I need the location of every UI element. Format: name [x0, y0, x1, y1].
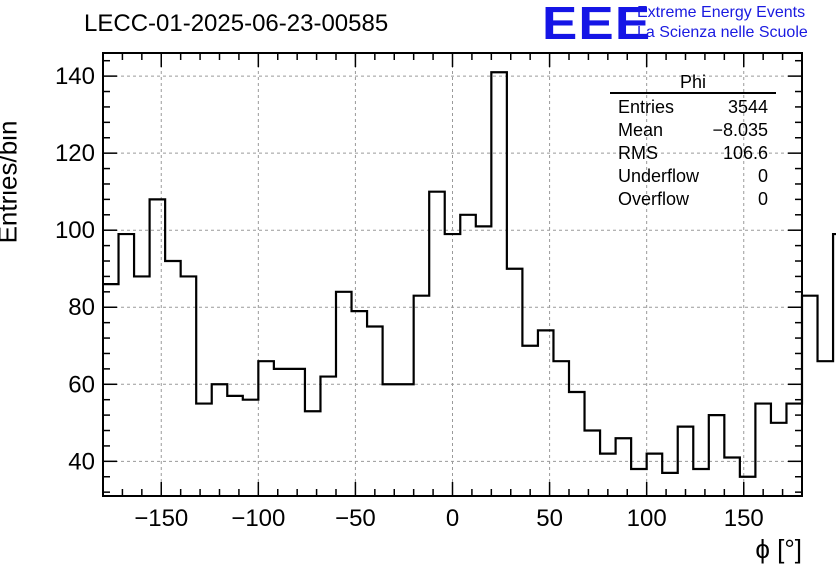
stats-label: Mean: [618, 120, 664, 140]
logo-line-1: Extreme Energy Events: [637, 4, 806, 21]
run-title: LECC-01-2025-06-23-00585: [84, 10, 389, 37]
axis-ticks: [102, 53, 803, 496]
stats-box: Phi Entries 3544 Mean −8.035 RMS 106.6 U…: [610, 72, 776, 211]
stats-row: Mean −8.035: [610, 119, 776, 142]
stats-value: 106.6: [722, 143, 768, 163]
x-tick-label: −150: [134, 505, 188, 532]
histogram-line: [103, 71, 836, 478]
y-tick-label: 60: [68, 371, 95, 398]
stats-label: Overflow: [618, 189, 690, 209]
y-tick-label: 80: [68, 294, 95, 321]
stats-value: 0: [757, 189, 768, 209]
stats-label: Underflow: [618, 166, 700, 186]
eee-logo: EEE: [542, 0, 652, 49]
x-tick-label: −100: [231, 505, 285, 532]
y-axis-title: Entries/bin: [0, 120, 23, 244]
y-axis-title-wrap: Entries/bin: [0, 121, 38, 244]
logo-line-2: La Scienza nelle Scuole: [637, 24, 808, 41]
x-tick-labels: −150 −100 −50 0 50 100 150: [134, 505, 764, 532]
stats-value: 3544: [727, 97, 768, 117]
x-tick-label: 100: [627, 505, 667, 532]
stats-row: Overflow 0: [610, 188, 776, 211]
histogram-series: [103, 71, 836, 478]
x-tick-label: 0: [446, 505, 459, 532]
stats-row: RMS 106.6: [610, 142, 776, 165]
y-tick-label: 140: [55, 63, 95, 90]
y-tick-label: 40: [68, 448, 95, 475]
stats-label: Entries: [618, 97, 675, 117]
stats-row: Entries 3544: [610, 96, 776, 119]
x-tick-label: 50: [536, 505, 563, 532]
stats-value: −8.035: [712, 120, 768, 140]
y-tick-label: 100: [55, 217, 95, 244]
x-axis-title: ϕ [°]: [755, 534, 802, 564]
y-tick-label: 120: [55, 140, 95, 167]
stats-value: 0: [757, 166, 768, 186]
stats-divider: [610, 92, 776, 94]
stats-title: Phi: [679, 72, 706, 92]
y-tick-labels: 40 60 80 100 120 140: [55, 63, 95, 475]
stats-label: RMS: [618, 143, 658, 163]
x-tick-label: 150: [724, 505, 764, 532]
stats-row: Underflow 0: [610, 165, 776, 188]
x-tick-label: −50: [335, 505, 376, 532]
grid-lines: [103, 53, 802, 496]
